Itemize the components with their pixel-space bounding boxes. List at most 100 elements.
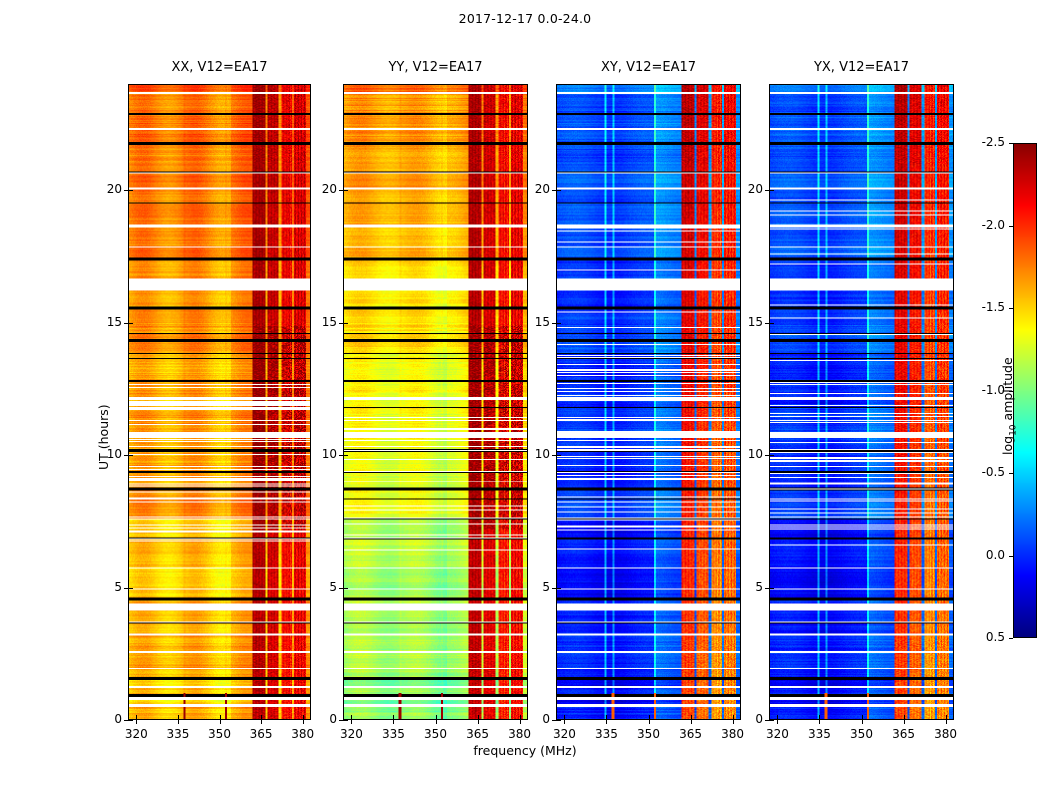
y-tick-label-xy-10: 10 xyxy=(534,447,550,461)
x-tick-yy-350 xyxy=(435,720,437,724)
y-tick-inner-yy-20 xyxy=(343,190,348,191)
colorbar-tick-3 xyxy=(1009,390,1013,392)
x-tick-xy-335 xyxy=(606,720,608,724)
y-tick-xx-5 xyxy=(124,587,128,589)
x-tick-xy-320 xyxy=(564,720,566,724)
y-tick-yy-15 xyxy=(339,322,343,324)
x-tick-yy-335 xyxy=(393,720,395,724)
x-tick-inner-xx-350 xyxy=(219,715,221,720)
x-tick-label-yx-350: 350 xyxy=(850,727,873,741)
colorbar-tick-4 xyxy=(1009,308,1013,309)
y-tick-label-xy-5: 5 xyxy=(542,579,550,594)
x-tick-yx-335 xyxy=(819,720,821,724)
y-tick-label-xy-20: 20 xyxy=(534,182,550,196)
y-tick-inner-xx-15 xyxy=(128,322,133,324)
y-tick-inner-xy-15 xyxy=(556,322,561,324)
x-tick-inner-yx-380 xyxy=(945,715,947,720)
colorbar-tick-0 xyxy=(1009,638,1013,639)
x-tick-label-yy-380: 380 xyxy=(508,727,532,741)
heatmap-canvas-yx xyxy=(770,85,953,719)
x-tick-inner-yx-320 xyxy=(777,715,779,720)
y-tick-label-xx-5: 5 xyxy=(114,579,122,594)
y-tick-label-yx-0: 0 xyxy=(755,712,763,726)
heatmap-canvas-yy xyxy=(344,85,527,719)
colorbar-tick-label-2: -0.5 xyxy=(981,465,1005,479)
x-tick-label-yy-350: 350 xyxy=(424,727,447,741)
x-tick-inner-yx-350 xyxy=(861,715,863,720)
x-tick-inner-xx-335 xyxy=(177,715,179,720)
x-tick-label-xx-350: 350 xyxy=(208,727,231,741)
y-tick-yy-10 xyxy=(339,455,343,456)
x-tick-inner-xy-350 xyxy=(648,715,650,720)
x-tick-inner-yy-320 xyxy=(351,715,353,720)
y-axis-label: UT (hours) xyxy=(96,404,111,470)
colorbar-tick-2 xyxy=(1009,473,1013,474)
y-tick-label-yy-5: 5 xyxy=(329,579,337,594)
x-tick-inner-xx-320 xyxy=(136,715,138,720)
y-tick-label-yx-15: 15 xyxy=(747,314,763,329)
colorbar[interactable] xyxy=(1013,143,1037,638)
y-tick-yx-10 xyxy=(765,455,769,456)
y-tick-label-yx-20: 20 xyxy=(747,182,763,196)
x-tick-inner-xy-335 xyxy=(606,715,608,720)
colorbar-tick-label-0: 0.5 xyxy=(985,630,1005,644)
y-tick-inner-xx-20 xyxy=(128,190,133,191)
y-tick-yy-5 xyxy=(339,587,343,589)
y-tick-inner-yx-0 xyxy=(769,720,774,721)
colorbar-label: log10 amplitude xyxy=(1000,357,1019,455)
y-tick-inner-xy-0 xyxy=(556,720,561,721)
x-tick-inner-yy-380 xyxy=(519,715,521,720)
heatmap-panel-xx[interactable] xyxy=(128,84,311,720)
x-tick-label-xy-335: 335 xyxy=(595,727,618,741)
x-tick-xy-380 xyxy=(732,720,734,724)
colorbar-tick-6 xyxy=(1009,143,1013,144)
y-tick-inner-yy-0 xyxy=(343,720,348,721)
x-tick-label-yy-335: 335 xyxy=(382,727,405,741)
x-tick-xy-350 xyxy=(648,720,650,724)
y-tick-xy-20 xyxy=(552,190,556,191)
y-tick-label-yy-15: 15 xyxy=(321,314,337,329)
x-tick-yx-320 xyxy=(777,720,779,724)
heatmap-panel-xy[interactable] xyxy=(556,84,741,720)
x-tick-label-xx-335: 335 xyxy=(166,727,190,741)
y-tick-xy-0 xyxy=(552,720,556,721)
y-tick-xx-0 xyxy=(124,720,128,721)
y-tick-xy-15 xyxy=(552,322,556,324)
y-tick-yx-0 xyxy=(765,720,769,721)
x-tick-yy-380 xyxy=(519,720,521,724)
panel-title-xx: XX, V12=EA17 xyxy=(171,60,268,75)
colorbar-label-suffix: amplitude xyxy=(1000,357,1015,425)
y-tick-yx-20 xyxy=(765,190,769,191)
x-tick-yx-350 xyxy=(861,720,863,724)
y-tick-inner-xx-5 xyxy=(128,587,133,589)
x-tick-yx-380 xyxy=(945,720,947,724)
heatmap-panel-yx[interactable] xyxy=(769,84,954,720)
x-tick-xx-335 xyxy=(177,720,179,724)
colorbar-label-prefix: log xyxy=(1000,435,1015,455)
y-tick-xx-10 xyxy=(124,455,128,456)
y-tick-label-yy-0: 0 xyxy=(329,712,337,726)
y-tick-inner-xy-20 xyxy=(556,190,561,191)
y-tick-label-xx-20: 20 xyxy=(106,182,122,196)
x-tick-inner-yx-335 xyxy=(819,715,821,720)
panel-title-yy: YY, V12=EA17 xyxy=(388,60,483,75)
colorbar-tick-label-6: -2.5 xyxy=(981,135,1005,149)
y-tick-xx-15 xyxy=(124,322,128,324)
heatmap-panel-yy[interactable] xyxy=(343,84,528,720)
x-tick-yx-365 xyxy=(903,720,905,724)
y-tick-inner-yx-15 xyxy=(769,322,774,324)
y-tick-yx-15 xyxy=(765,322,769,324)
x-tick-inner-yy-350 xyxy=(435,715,437,720)
x-tick-label-xy-320: 320 xyxy=(552,727,576,741)
x-tick-label-xy-380: 380 xyxy=(721,727,745,741)
y-tick-inner-yx-10 xyxy=(769,455,774,456)
panel-title-xy: XY, V12=EA17 xyxy=(600,60,697,75)
colorbar-tick-label-3: -1.0 xyxy=(981,382,1005,397)
colorbar-tick-label-4: -1.5 xyxy=(981,300,1005,314)
x-tick-yy-320 xyxy=(351,720,353,724)
y-tick-xy-10 xyxy=(552,455,556,456)
y-tick-inner-xx-0 xyxy=(128,720,133,721)
y-tick-label-xx-10: 10 xyxy=(106,447,122,461)
y-tick-inner-yy-5 xyxy=(343,587,348,589)
x-tick-label-xy-365: 365 xyxy=(679,727,702,741)
